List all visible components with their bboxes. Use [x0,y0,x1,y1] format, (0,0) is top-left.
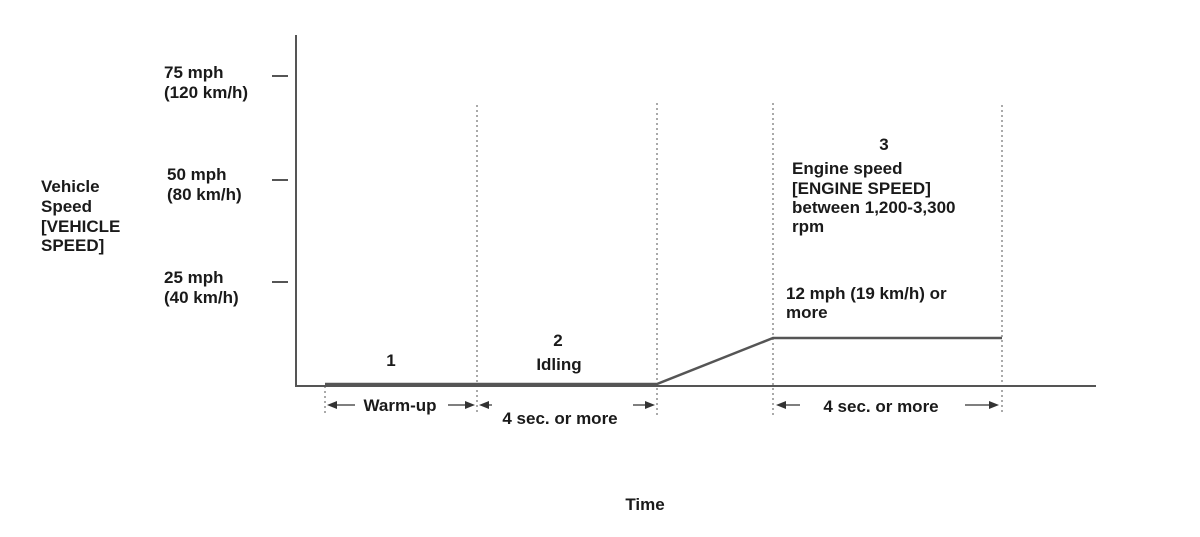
y-axis-label-line: Speed [41,197,92,216]
target-speed-label: 12 mph (19 km/h) or [786,284,947,303]
y-axis-label: Vehicle Speed [VEHICLE SPEED] [41,177,120,255]
y-axis-label-line: [VEHICLE [41,217,120,236]
arrow-left-icon [479,401,489,409]
y-tick-label: (40 km/h) [164,288,239,307]
y-tick-label: 25 mph [164,268,224,287]
phase-3-duration: 4 sec. or more [823,397,938,416]
phase-3-dimension: 4 sec. or more [776,397,999,416]
phase-3-note-line: Engine speed [792,159,903,178]
y-tick-label: 50 mph [167,165,227,184]
warm-up-dimension: Warm-up [327,396,475,415]
arrow-left-icon [776,401,786,409]
phase-1-number: 1 [386,351,395,370]
idling-dimension: 4 sec. or more [479,401,655,428]
phase-3-note-line: [ENGINE SPEED] [792,179,931,198]
arrow-left-icon [327,401,337,409]
arrow-right-icon [645,401,655,409]
arrow-right-icon [465,401,475,409]
y-axis-label-line: Vehicle [41,177,100,196]
y-tick-label: (120 km/h) [164,83,248,102]
arrow-right-icon [989,401,999,409]
y-tick-label: 75 mph [164,63,224,82]
x-axis-label: Time [625,495,664,514]
phase-1-duration: Warm-up [363,396,436,415]
phase-3-number: 3 [879,135,888,154]
phase-2-duration: 4 sec. or more [502,409,617,428]
y-tick-label: (80 km/h) [167,185,242,204]
y-axis-label-line: SPEED] [41,236,104,255]
phase-3-note-line: rpm [792,217,824,236]
y-tick-labels: 75 mph (120 km/h) 50 mph (80 km/h) 25 mp… [164,63,248,307]
phase-2-number: 2 [553,331,562,350]
speed-profile-line [325,336,1002,386]
phase-2-name: Idling [536,355,581,374]
phase-3-note-line: between 1,200-3,300 [792,198,955,217]
target-speed-label: more [786,303,828,322]
